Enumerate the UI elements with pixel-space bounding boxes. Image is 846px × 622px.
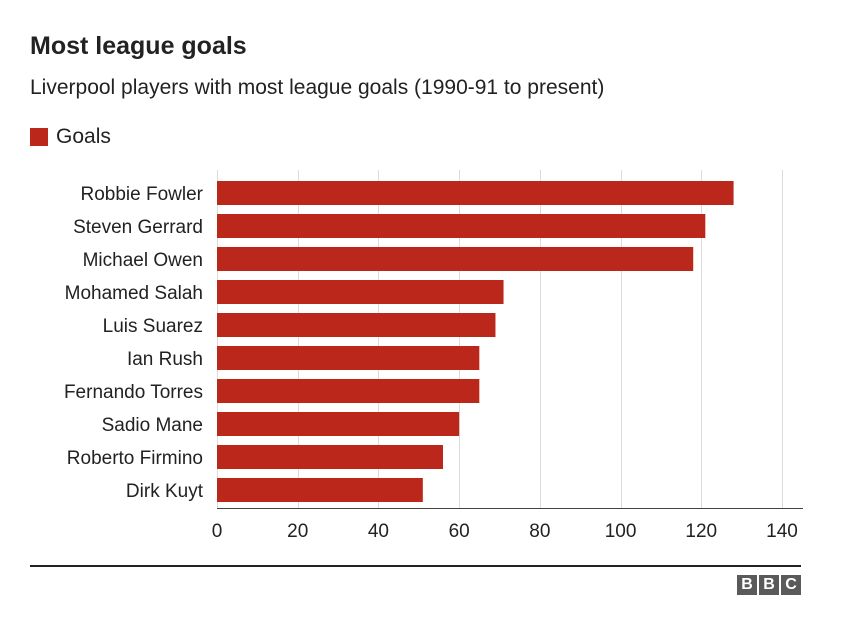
- category-label: Dirk Kuyt: [126, 481, 204, 502]
- bbc-logo: B B C: [737, 575, 801, 595]
- category-label: Roberto Firmino: [67, 448, 203, 469]
- chart-subtitle: Liverpool players with most league goals…: [30, 76, 605, 99]
- x-tick-label: 60: [449, 521, 470, 542]
- footer-divider: [30, 565, 801, 567]
- bar: [217, 412, 460, 436]
- x-tick-label: 120: [685, 521, 717, 542]
- bar: [217, 280, 504, 304]
- category-label: Luis Suarez: [103, 316, 203, 337]
- bbc-logo-letter: B: [759, 575, 779, 595]
- bar: [217, 445, 443, 469]
- bar-chart: Robbie Fowler Steven Gerrard Michael Owen M…: [64, 170, 803, 542]
- bar: [217, 214, 706, 238]
- bbc-logo-letter: C: [781, 575, 801, 595]
- bar: [217, 379, 480, 403]
- category-label: Michael Owen: [83, 250, 203, 271]
- bbc-logo-letter: B: [737, 575, 757, 595]
- bar: [217, 247, 694, 271]
- bar: [217, 181, 734, 205]
- x-tick-label: 80: [529, 521, 550, 542]
- legend-swatch: [30, 128, 48, 146]
- category-label: Steven Gerrard: [73, 217, 203, 238]
- x-tick-label: 140: [766, 521, 798, 542]
- category-label: Sadio Mane: [102, 415, 203, 436]
- category-label: Robbie Fowler: [81, 184, 204, 205]
- x-tick-label: 0: [212, 521, 223, 542]
- category-label: Mohamed Salah: [65, 283, 203, 304]
- x-tick-label: 20: [287, 521, 308, 542]
- x-tick-label: 100: [605, 521, 637, 542]
- legend-label: Goals: [56, 125, 111, 148]
- legend: Goals: [30, 125, 111, 149]
- category-label: Ian Rush: [127, 349, 203, 370]
- category-label: Fernando Torres: [64, 382, 203, 403]
- chart-title: Most league goals: [30, 32, 247, 60]
- bar: [217, 313, 496, 337]
- x-tick-label: 40: [368, 521, 389, 542]
- bar: [217, 478, 423, 502]
- bar: [217, 346, 480, 370]
